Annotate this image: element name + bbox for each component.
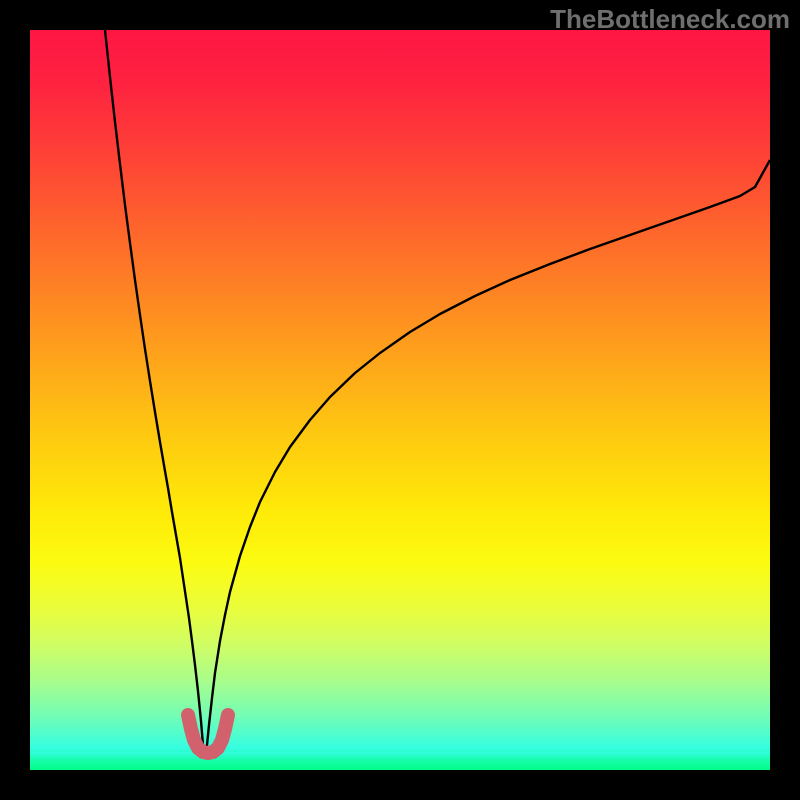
chart-svg: [30, 30, 770, 770]
watermark-label: TheBottleneck.com: [550, 4, 790, 35]
plot-area: [30, 30, 770, 770]
bottom-band: [30, 752, 770, 770]
chart-background: [30, 30, 770, 770]
chart-frame: TheBottleneck.com: [0, 0, 800, 800]
